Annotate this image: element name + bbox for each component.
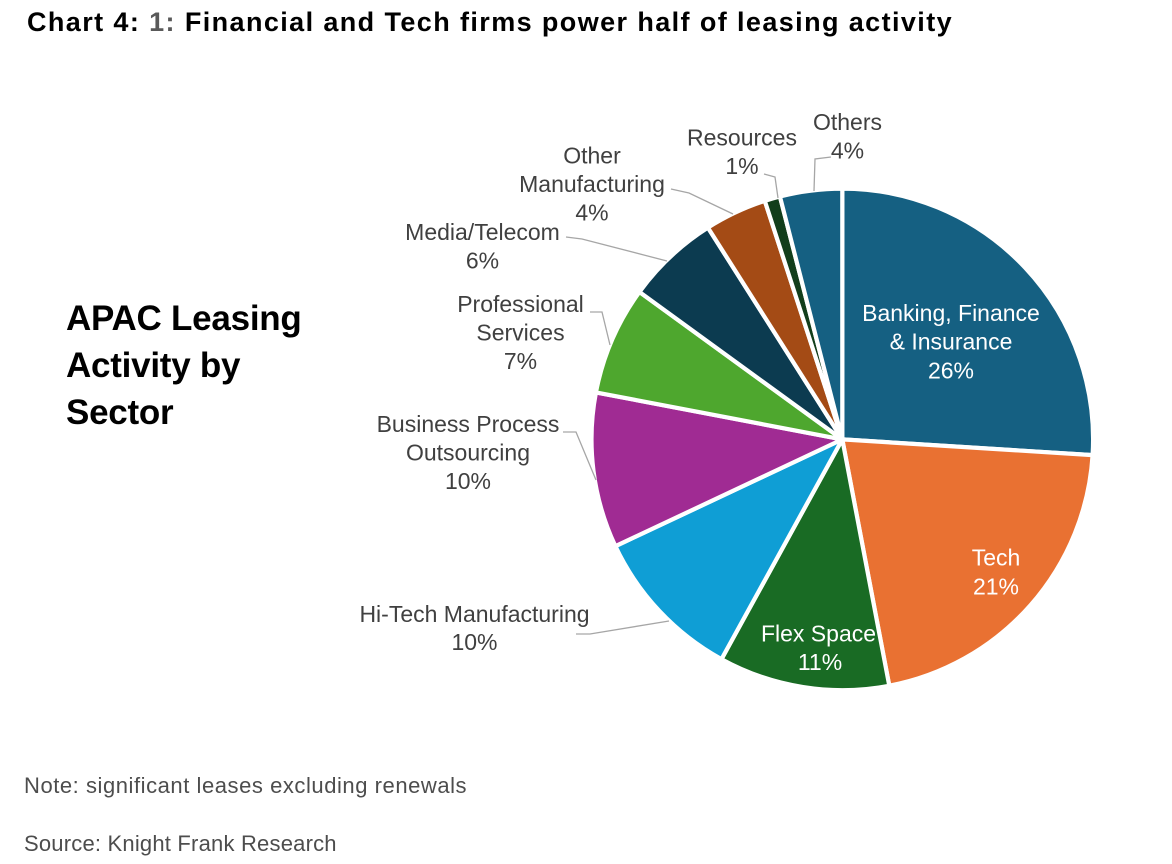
- svg-text:Other: Other: [563, 143, 621, 169]
- svg-text:4%: 4%: [575, 200, 608, 226]
- svg-text:7%: 7%: [504, 348, 537, 374]
- svg-text:11%: 11%: [798, 649, 842, 675]
- svg-text:6%: 6%: [466, 248, 499, 274]
- svg-text:Manufacturing: Manufacturing: [519, 171, 665, 197]
- svg-text:& Insurance: & Insurance: [890, 329, 1013, 355]
- svg-text:Tech: Tech: [972, 545, 1021, 571]
- svg-text:10%: 10%: [445, 468, 491, 494]
- svg-text:26%: 26%: [928, 357, 974, 383]
- svg-text:Media/Telecom: Media/Telecom: [405, 219, 560, 245]
- svg-text:1%: 1%: [725, 153, 758, 179]
- svg-text:Flex Space: Flex Space: [761, 621, 876, 647]
- svg-text:Hi-Tech Manufacturing: Hi-Tech Manufacturing: [359, 601, 589, 627]
- svg-text:Banking, Finance: Banking, Finance: [862, 300, 1040, 326]
- svg-text:4%: 4%: [831, 138, 864, 164]
- svg-text:Services: Services: [476, 320, 564, 346]
- svg-text:Resources: Resources: [687, 125, 797, 151]
- svg-text:10%: 10%: [451, 629, 497, 655]
- svg-text:Others: Others: [813, 109, 882, 135]
- svg-text:Outsourcing: Outsourcing: [406, 440, 530, 466]
- svg-text:Business Process: Business Process: [377, 411, 560, 437]
- svg-text:21%: 21%: [973, 573, 1019, 599]
- svg-text:Professional: Professional: [457, 291, 584, 317]
